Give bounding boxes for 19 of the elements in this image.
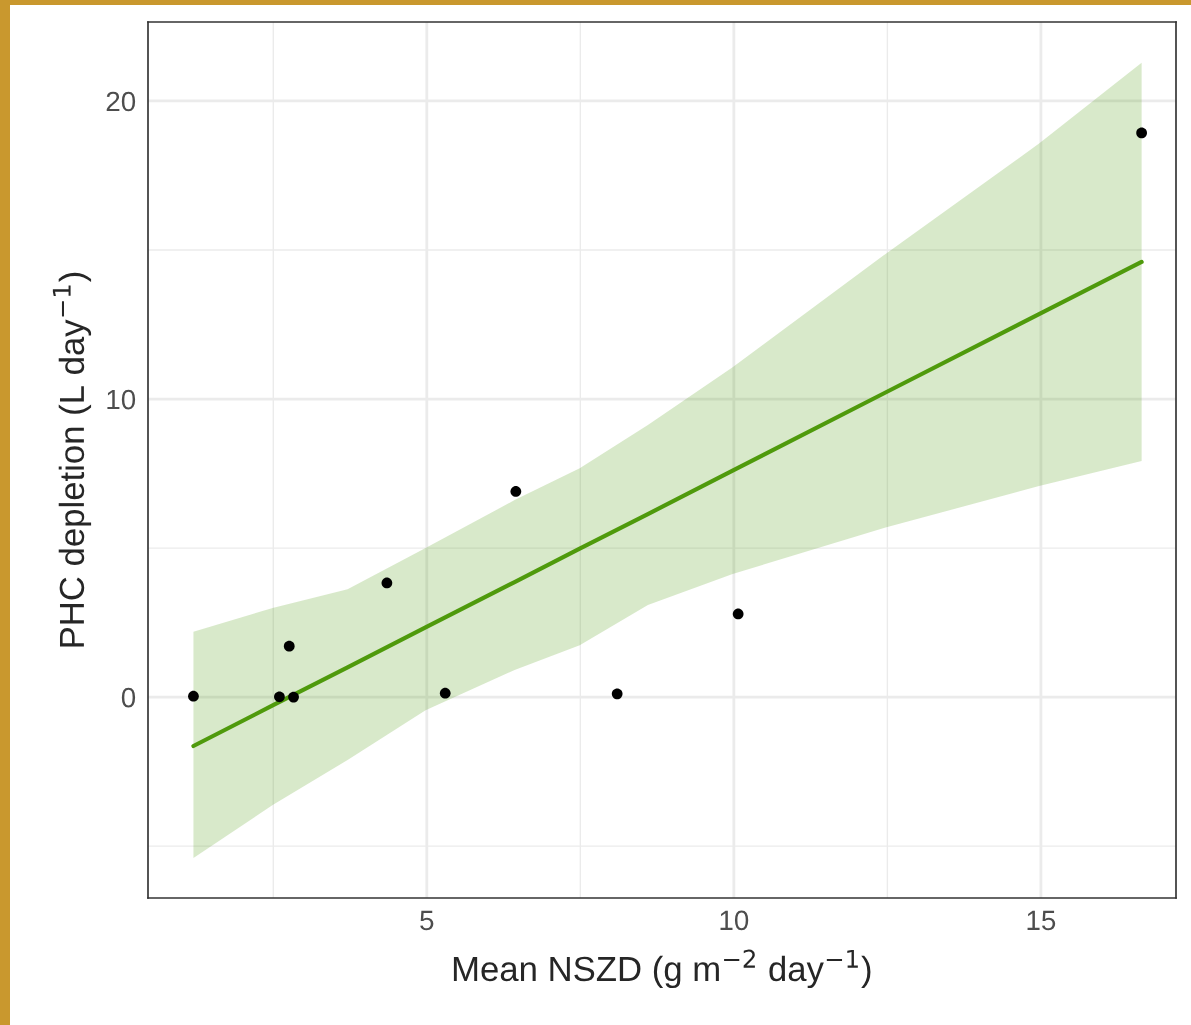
point — [732, 608, 744, 620]
point — [274, 691, 285, 703]
y-tick-label: 10 — [107, 389, 136, 410]
point — [381, 577, 393, 589]
x-tick-label: 15 — [1027, 910, 1056, 931]
point — [439, 687, 451, 699]
point — [188, 690, 199, 702]
point — [510, 486, 522, 497]
y-axis-title: PHC depletion (L day$^{−1}$) — [52, 272, 92, 647]
y-tick-label: 0 — [121, 687, 136, 708]
point — [1136, 127, 1147, 139]
y-tick-label: 20 — [106, 91, 136, 112]
point — [283, 640, 295, 652]
line-series — [191, 259, 1144, 749]
point — [288, 691, 299, 703]
x-tick-label: 10 — [720, 910, 749, 931]
point — [611, 688, 623, 700]
x-tick-label: 5 — [420, 910, 434, 931]
x-axis-title: Mean NSZD (g m$^{−2}$ day$^{−1}$) — [453, 949, 871, 989]
